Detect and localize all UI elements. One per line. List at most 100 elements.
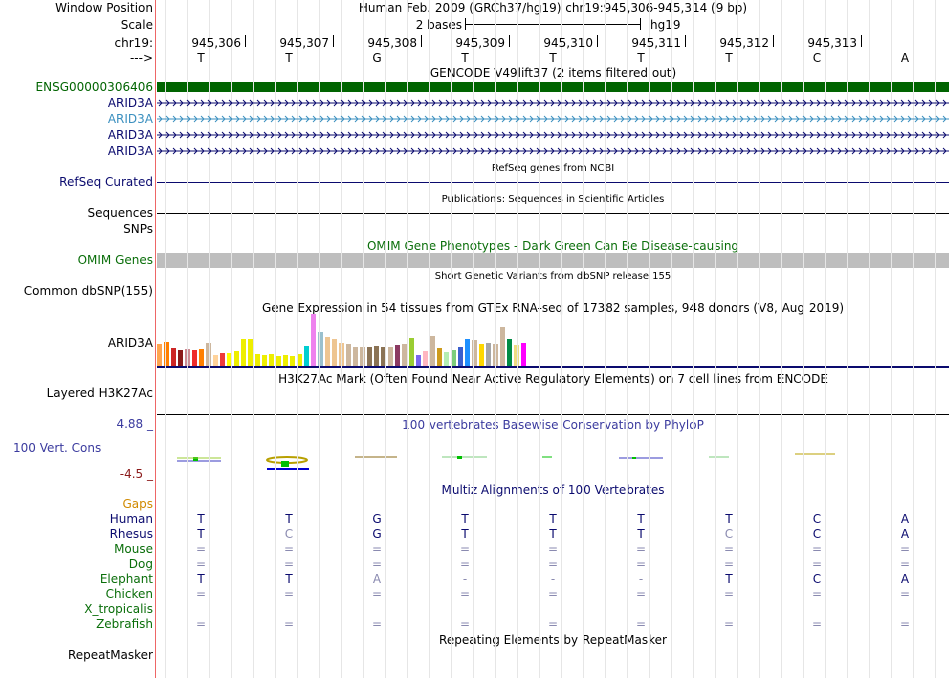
ruler-position: 945,309: [455, 36, 505, 50]
publications-label[interactable]: Sequences: [87, 206, 153, 220]
gencode-exon-block[interactable]: [157, 82, 949, 92]
gtex-tissue-bar[interactable]: [164, 342, 169, 366]
gridline: [385, 0, 386, 678]
gtex-label[interactable]: ARID3A: [107, 336, 153, 350]
gtex-tissue-bar[interactable]: [360, 347, 365, 366]
species-label[interactable]: Mouse: [114, 542, 153, 556]
gtex-tissue-bar[interactable]: [318, 332, 323, 366]
gene-id-label[interactable]: ENSG00000306406: [35, 80, 153, 94]
gtex-tissue-bar[interactable]: [178, 350, 183, 366]
gtex-tissue-bar[interactable]: [388, 347, 393, 366]
conservation-max-label: 4.88 _: [116, 417, 153, 431]
gtex-tissue-bar[interactable]: [332, 339, 337, 366]
refseq-intron-line[interactable]: [157, 182, 949, 183]
gridline: [187, 0, 188, 678]
transcript-line[interactable]: [157, 114, 949, 124]
species-label[interactable]: X_tropicalis: [84, 602, 153, 616]
gtex-tissue-bar[interactable]: [444, 352, 449, 366]
gtex-tissue-bar[interactable]: [255, 354, 260, 366]
gtex-tissue-bar[interactable]: [325, 337, 330, 366]
ruler-position: 945,313: [807, 36, 857, 50]
gtex-tissue-bar[interactable]: [479, 344, 484, 366]
ruler-tick: [509, 35, 510, 47]
omim-gene-block[interactable]: [157, 253, 949, 268]
gtex-tissue-bar[interactable]: [367, 347, 372, 366]
omim-label[interactable]: OMIM Genes: [77, 253, 153, 267]
snps-label[interactable]: SNPs: [123, 222, 153, 236]
gtex-tissue-bar[interactable]: [227, 353, 232, 366]
gtex-tissue-bar[interactable]: [311, 314, 316, 366]
conservation-label[interactable]: 100 Vert. Cons: [13, 441, 102, 455]
scale-bar-end: [640, 18, 641, 30]
gridline: [847, 0, 848, 678]
gtex-tissue-bar[interactable]: [514, 345, 519, 366]
dbsnp-label[interactable]: Common dbSNP(155): [23, 284, 153, 298]
gtex-tissue-bar[interactable]: [437, 348, 442, 366]
gtex-tissue-bar[interactable]: [220, 353, 225, 366]
gtex-tissue-bar[interactable]: [528, 328, 533, 366]
h3k27ac-label[interactable]: Layered H3K27Ac: [46, 386, 153, 400]
transcript-line[interactable]: [157, 130, 949, 140]
gtex-tissue-bar[interactable]: [157, 344, 162, 366]
species-label[interactable]: Elephant: [99, 572, 153, 586]
gtex-tissue-bar[interactable]: [374, 346, 379, 366]
alignment-base: =: [283, 557, 295, 571]
gtex-tissue-bar[interactable]: [346, 344, 351, 366]
species-label[interactable]: Dog: [128, 557, 153, 571]
species-label[interactable]: Human: [109, 512, 153, 526]
transcript-label[interactable]: ARID3A: [107, 96, 153, 110]
gtex-tissue-bar[interactable]: [262, 355, 267, 366]
alignment-base: =: [283, 587, 295, 601]
alignment-base: =: [195, 557, 207, 571]
gtex-tissue-bar[interactable]: [206, 343, 211, 366]
gtex-tissue-bar[interactable]: [353, 347, 358, 366]
alignment-base: =: [371, 557, 383, 571]
gtex-tissue-bar[interactable]: [192, 350, 197, 366]
gtex-tissue-bar[interactable]: [395, 345, 400, 366]
ruler-position: 945,310: [543, 36, 593, 50]
gtex-tissue-bar[interactable]: [171, 348, 176, 366]
omim-track-title: OMIM Gene Phenotypes - Dark Green Can Be…: [366, 239, 740, 253]
transcript-line[interactable]: [157, 146, 949, 156]
gtex-tissue-bar[interactable]: [290, 356, 295, 366]
gtex-bar-chart[interactable]: [157, 314, 949, 366]
repeatmasker-label[interactable]: RepeatMasker: [67, 648, 153, 662]
species-label[interactable]: Rhesus: [109, 527, 153, 541]
gtex-tissue-bar[interactable]: [234, 351, 239, 366]
gtex-tissue-bar[interactable]: [416, 355, 421, 366]
gtex-tissue-bar[interactable]: [521, 343, 526, 366]
gtex-tissue-bar[interactable]: [472, 340, 477, 366]
reference-base: T: [725, 51, 733, 65]
transcript-line[interactable]: [157, 98, 949, 108]
gtex-tissue-bar[interactable]: [297, 354, 302, 366]
species-label[interactable]: Chicken: [105, 587, 153, 601]
gtex-tissue-bar[interactable]: [465, 339, 470, 366]
refseq-label[interactable]: RefSeq Curated: [59, 175, 153, 189]
gtex-tissue-bar[interactable]: [409, 338, 414, 366]
gtex-tissue-bar[interactable]: [241, 339, 246, 366]
gridline: [495, 0, 496, 678]
gtex-tissue-bar[interactable]: [269, 354, 274, 366]
gtex-tissue-bar[interactable]: [381, 347, 386, 366]
gtex-tissue-bar[interactable]: [199, 349, 204, 366]
publications-line[interactable]: [157, 213, 949, 214]
gtex-tissue-bar[interactable]: [283, 355, 288, 366]
gtex-tissue-bar[interactable]: [500, 327, 505, 366]
gtex-tissue-bar[interactable]: [451, 350, 456, 366]
gtex-tissue-bar[interactable]: [507, 339, 512, 366]
transcript-label[interactable]: ARID3A: [107, 128, 153, 142]
transcript-label[interactable]: ARID3A: [107, 112, 153, 126]
gtex-tissue-bar[interactable]: [304, 346, 309, 366]
gtex-tissue-bar[interactable]: [486, 343, 491, 366]
gtex-tissue-bar[interactable]: [213, 355, 218, 366]
gtex-tissue-bar[interactable]: [430, 336, 435, 366]
gtex-tissue-bar[interactable]: [248, 339, 253, 366]
gtex-tissue-bar[interactable]: [402, 344, 407, 366]
gtex-tissue-bar[interactable]: [276, 356, 281, 366]
conservation-wiggle[interactable]: [157, 448, 949, 478]
transcript-label[interactable]: ARID3A: [107, 144, 153, 158]
gtex-tissue-bar[interactable]: [458, 347, 463, 366]
species-label[interactable]: Zebrafish: [96, 617, 153, 631]
gtex-tissue-bar[interactable]: [423, 351, 428, 366]
